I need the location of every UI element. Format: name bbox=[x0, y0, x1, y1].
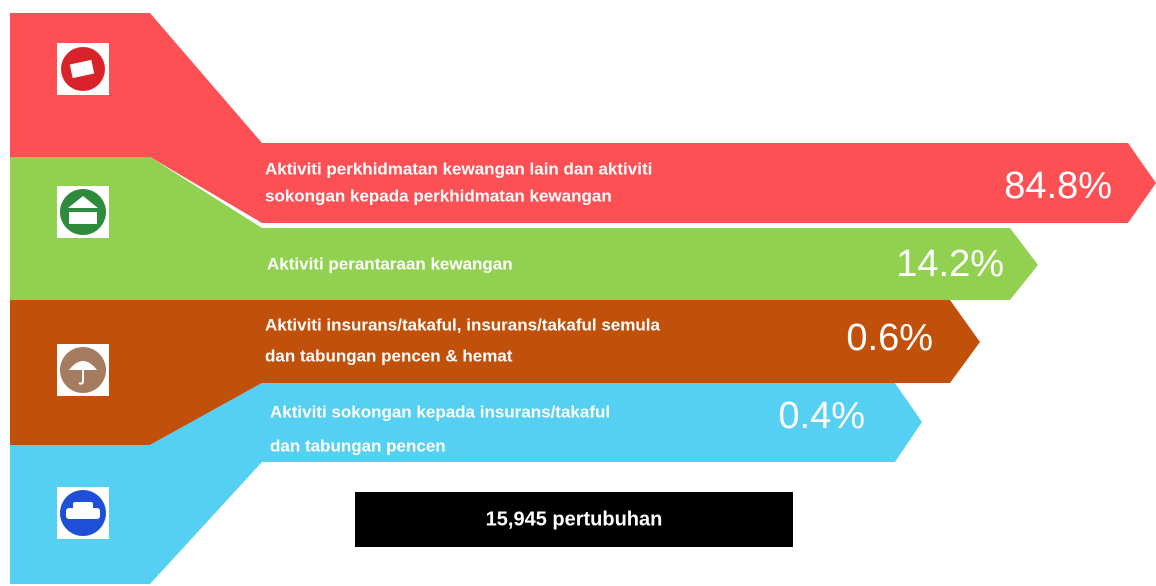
item-label: dan tabungan pencen & hemat bbox=[265, 346, 513, 365]
icon-car bbox=[57, 487, 109, 539]
blue-band bbox=[10, 383, 922, 584]
item-percent: 0.4% bbox=[778, 395, 865, 437]
item-label: dan tabungan pencen bbox=[270, 436, 446, 455]
item-label: Aktiviti sokongan kepada insurans/takafu… bbox=[270, 402, 610, 421]
icon-card bbox=[57, 43, 109, 95]
footer-text: 15,945 pertubuhan bbox=[486, 508, 663, 530]
item-percent: 0.6% bbox=[846, 317, 933, 359]
red-band bbox=[10, 13, 1156, 223]
item-label: Aktiviti insurans/takaful, insurans/taka… bbox=[265, 315, 660, 334]
green-band bbox=[10, 157, 1038, 300]
item-label: Aktiviti perantaraan kewangan bbox=[267, 254, 513, 273]
item-percent: 84.8% bbox=[1004, 165, 1112, 207]
item-percent: 14.2% bbox=[896, 243, 1004, 285]
icon-bank bbox=[57, 186, 109, 238]
icon-umbrella bbox=[57, 344, 109, 396]
item-label: Aktiviti perkhidmatan kewangan lain dan … bbox=[265, 159, 652, 178]
item-label: sokongan kepada perkhidmatan kewangan bbox=[265, 186, 612, 205]
brown-band bbox=[10, 300, 980, 445]
footer-box bbox=[355, 492, 793, 547]
